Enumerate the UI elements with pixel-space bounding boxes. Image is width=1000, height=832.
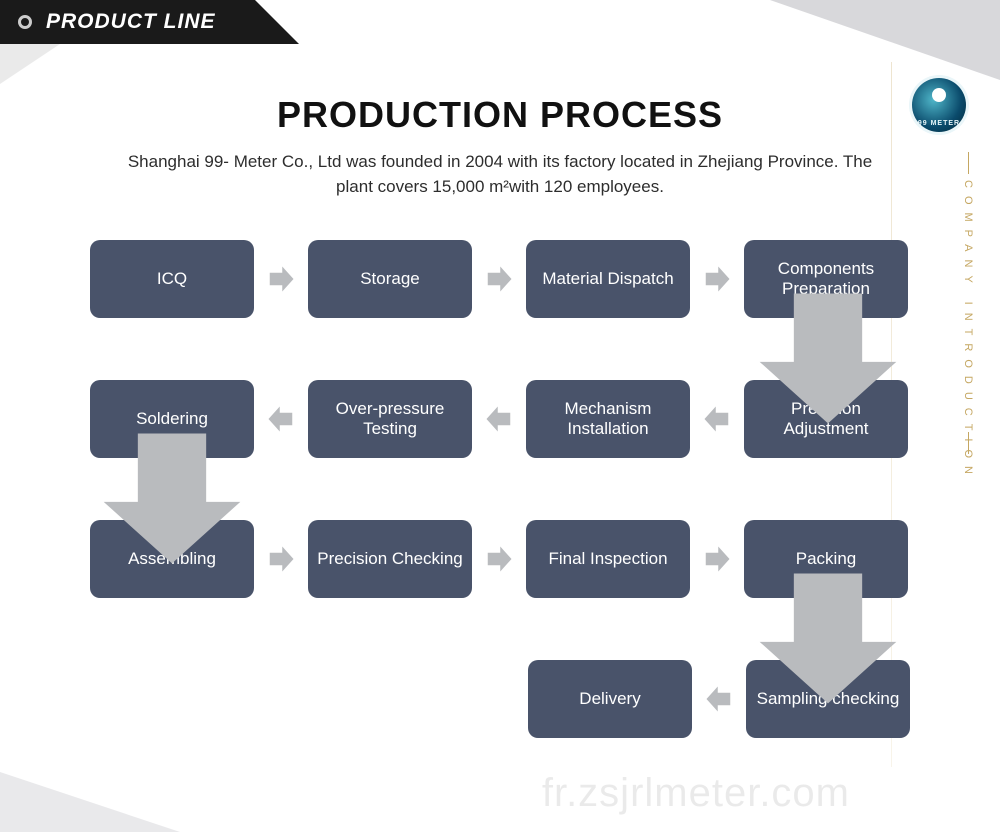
- decor-triangle-top-left: [0, 44, 60, 84]
- arrow-down-icon: [746, 335, 910, 375]
- page-subtitle: Shanghai 99- Meter Co., Ltd was founded …: [120, 150, 880, 199]
- arrow-left-icon: [702, 682, 736, 716]
- arrow-right-icon: [700, 262, 734, 296]
- header-bullet-icon: [18, 15, 32, 29]
- flow-node: Delivery: [528, 660, 692, 738]
- flow-node: ICQ: [90, 240, 254, 318]
- watermark: fr.zsjrlmeter.com: [542, 771, 850, 816]
- arrow-right-icon: [482, 542, 516, 576]
- decor-triangle-top-right: [770, 0, 1000, 80]
- flow-node: Material Dispatch: [526, 240, 690, 318]
- arrow-left-icon: [482, 402, 516, 436]
- brand-logo: 99 METER: [912, 78, 966, 132]
- flow-down-row: [90, 475, 910, 515]
- flowchart: ICQStorageMaterial DispatchComponents Pr…: [90, 239, 910, 739]
- flow-node: Final Inspection: [526, 520, 690, 598]
- flow-down-row: [90, 335, 910, 375]
- logo-text: 99 METER: [918, 120, 960, 127]
- arrow-down-icon: [746, 615, 910, 655]
- main-content: PRODUCTION PROCESS Shanghai 99- Meter Co…: [0, 44, 1000, 739]
- arrow-left-icon: [700, 402, 734, 436]
- page-title: PRODUCTION PROCESS: [90, 94, 910, 136]
- arrow-right-icon: [264, 262, 298, 296]
- arrow-down-icon: [90, 475, 254, 515]
- logo-clock-icon: [932, 88, 946, 102]
- flow-node: Precision Checking: [308, 520, 472, 598]
- flow-node: Over-pressure Testing: [308, 380, 472, 458]
- header-title: PRODUCT LINE: [46, 10, 216, 34]
- flow-down-row: [90, 615, 910, 655]
- arrow-right-icon: [264, 542, 298, 576]
- decor-triangle-bottom-left: [0, 772, 180, 832]
- arrow-left-icon: [264, 402, 298, 436]
- flow-node: Mechanism Installation: [526, 380, 690, 458]
- flow-node: Storage: [308, 240, 472, 318]
- side-line-bottom: [968, 432, 969, 454]
- side-line-top: [968, 152, 969, 174]
- header-bar: PRODUCT LINE: [0, 0, 255, 44]
- arrow-right-icon: [482, 262, 516, 296]
- arrow-right-icon: [700, 542, 734, 576]
